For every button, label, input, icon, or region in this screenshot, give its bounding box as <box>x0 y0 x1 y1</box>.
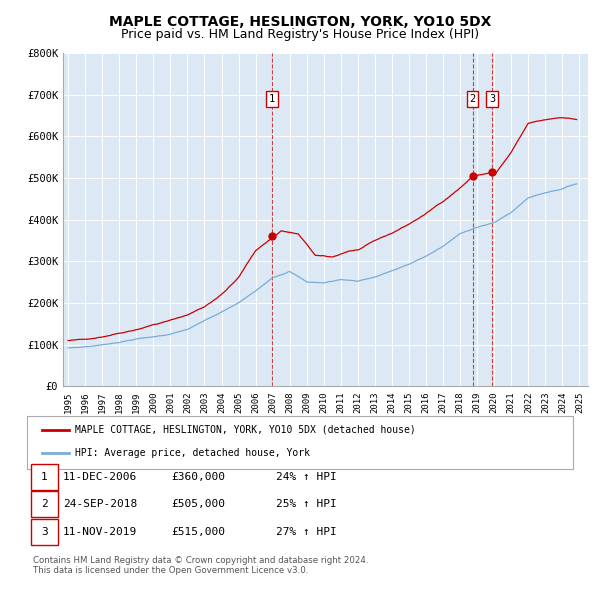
Text: 24% ↑ HPI: 24% ↑ HPI <box>276 472 337 481</box>
Text: MAPLE COTTAGE, HESLINGTON, YORK, YO10 5DX: MAPLE COTTAGE, HESLINGTON, YORK, YO10 5D… <box>109 15 491 29</box>
Text: 11-DEC-2006: 11-DEC-2006 <box>63 472 137 481</box>
Text: Contains HM Land Registry data © Crown copyright and database right 2024.
This d: Contains HM Land Registry data © Crown c… <box>33 556 368 575</box>
Text: HPI: Average price, detached house, York: HPI: Average price, detached house, York <box>75 448 310 458</box>
Text: 3: 3 <box>41 527 48 537</box>
Text: 11-NOV-2019: 11-NOV-2019 <box>63 527 137 537</box>
Text: 27% ↑ HPI: 27% ↑ HPI <box>276 527 337 537</box>
Text: £515,000: £515,000 <box>171 527 225 537</box>
Text: 1: 1 <box>41 472 48 481</box>
Text: Price paid vs. HM Land Registry's House Price Index (HPI): Price paid vs. HM Land Registry's House … <box>121 28 479 41</box>
Text: £505,000: £505,000 <box>171 500 225 509</box>
Text: 3: 3 <box>489 94 495 104</box>
Text: 2: 2 <box>469 94 476 104</box>
Text: £360,000: £360,000 <box>171 472 225 481</box>
Text: 25% ↑ HPI: 25% ↑ HPI <box>276 500 337 509</box>
Text: 1: 1 <box>269 94 275 104</box>
Text: 24-SEP-2018: 24-SEP-2018 <box>63 500 137 509</box>
Text: 2: 2 <box>41 500 48 509</box>
Text: MAPLE COTTAGE, HESLINGTON, YORK, YO10 5DX (detached house): MAPLE COTTAGE, HESLINGTON, YORK, YO10 5D… <box>75 425 416 434</box>
